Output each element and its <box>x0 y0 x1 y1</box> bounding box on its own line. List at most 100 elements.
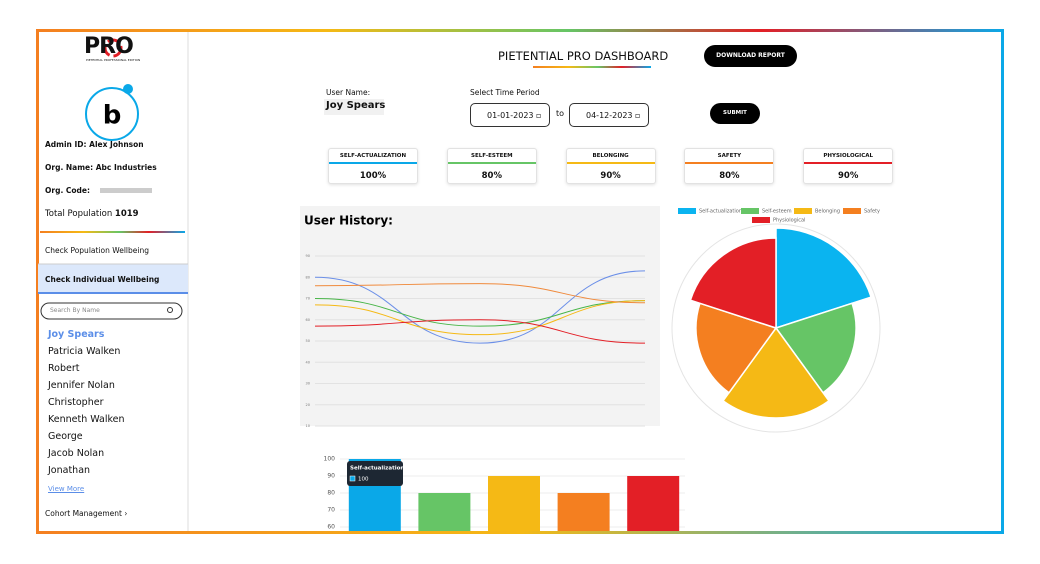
stat-card: BELONGING 90% <box>565 148 656 184</box>
date-from[interactable]: 01-01-2023 ▫ <box>470 103 550 127</box>
user-name-label: User Name: <box>326 88 371 97</box>
legend-label: Physiological <box>773 218 805 224</box>
y-tick-label: 70 <box>306 297 310 301</box>
logo-icon <box>103 38 123 58</box>
period-label: Select Time Period <box>470 88 540 97</box>
edit-icon[interactable] <box>123 84 133 94</box>
frame-right <box>1001 29 1004 534</box>
user-item[interactable]: Kenneth Walken <box>48 414 125 425</box>
stat-card: SAFETY 80% <box>684 148 775 184</box>
bar <box>627 476 680 533</box>
legend-label: Self-actualization <box>699 209 742 215</box>
card-value: 100% <box>359 171 387 181</box>
user-item[interactable]: Christopher <box>48 397 104 408</box>
legend-swatch <box>794 208 812 214</box>
card-label: SAFETY <box>717 153 742 159</box>
polar-sector <box>775 227 873 330</box>
y-tick-label: 10 <box>306 424 310 428</box>
divider <box>40 231 185 233</box>
frame-left <box>36 29 39 534</box>
legend-swatch <box>741 208 759 214</box>
date-text: 01-01-2023 <box>487 111 534 120</box>
nav-active-bg <box>38 264 188 294</box>
blurred-code <box>100 188 152 193</box>
admin: Admin ID: Alex Johnson <box>45 140 144 149</box>
y-tick-label: 20 <box>306 403 310 407</box>
logo-sub: PIETENTIAL PROFESSIONAL EDITION <box>86 58 141 62</box>
y-tick-label: 50 <box>306 339 310 343</box>
view-more[interactable]: View More <box>48 485 85 493</box>
legend-swatch <box>843 208 861 214</box>
y-tick-label: 80 <box>327 490 335 497</box>
download-button[interactable]: DOWNLOAD REPORT <box>704 45 797 67</box>
card-rule <box>447 162 536 164</box>
card-label: PHYSIOLOGICAL <box>823 153 874 159</box>
user-item[interactable]: George <box>48 431 83 442</box>
y-tick-label: 90 <box>327 473 335 480</box>
user-item[interactable]: Robert <box>48 363 80 374</box>
y-tick-label: 70 <box>327 507 335 514</box>
tooltip-swatch <box>349 475 356 482</box>
series-line <box>314 283 646 304</box>
card-label: SELF-ACTUALIZATION <box>339 153 407 159</box>
y-tick-label: 100 <box>324 456 336 463</box>
polar-sector <box>695 302 778 394</box>
legend-label: Belonging <box>815 209 840 215</box>
total-population: Total Population 1019 <box>45 209 139 219</box>
avatar <box>85 87 139 141</box>
bar <box>557 493 610 533</box>
polar-sector <box>689 237 777 330</box>
user-item[interactable]: Jennifer Nolan <box>48 380 115 391</box>
legend-label: Self-esteem <box>762 209 792 215</box>
stat-card: SELF-ACTUALIZATION 100% <box>328 148 418 184</box>
legend-swatch <box>678 208 696 214</box>
logo: PRO <box>84 34 134 59</box>
card-label: SELF-ESTEEM <box>471 153 513 159</box>
user-item[interactable]: Joy Spears <box>48 329 105 340</box>
series-line <box>314 270 646 344</box>
y-tick-label: 90 <box>306 254 310 258</box>
total-value: 1019 <box>114 209 139 219</box>
tooltip-value: 100 <box>358 477 369 483</box>
y-tick-label: 60 <box>306 318 310 322</box>
y-tick-label: 40 <box>306 360 310 364</box>
total-label: Total Population <box>45 209 113 219</box>
user-name: Joy Spears <box>326 100 386 111</box>
card-rule <box>329 162 417 164</box>
card-value: 90% <box>600 171 621 181</box>
bar <box>488 476 540 533</box>
frame-bottom <box>37 531 1003 534</box>
search-placeholder: Search By Name <box>50 307 100 314</box>
tooltip-box <box>347 461 403 486</box>
frame-top <box>37 29 1003 32</box>
page-title: PIETENTIAL PRO DASHBOARD <box>498 49 669 63</box>
date-text: 04-12-2023 <box>586 111 633 120</box>
polar-sector <box>722 326 830 419</box>
card-rule <box>685 162 774 164</box>
y-tick-label: 30 <box>306 382 310 386</box>
to-word: to <box>556 109 565 118</box>
bar <box>418 493 471 533</box>
date-to[interactable]: 04-12-2023 ▫ <box>569 103 649 127</box>
stat-card: SELF-ESTEEM 80% <box>446 148 537 184</box>
title-underline <box>533 66 651 68</box>
card-value: 90% <box>838 171 859 181</box>
stat-card: PHYSIOLOGICAL 90% <box>803 148 894 184</box>
series-line <box>314 298 646 327</box>
user-item[interactable]: Patricia Walken <box>48 346 121 357</box>
user-item[interactable]: Jacob Nolan <box>48 448 105 459</box>
legend-swatch <box>752 217 770 223</box>
org-name: Org. Name: Abc Industries <box>45 163 157 172</box>
nav-active-line <box>38 292 188 294</box>
user-item[interactable]: Jonathan <box>48 465 91 476</box>
nav-item[interactable]: Check Individual Wellbeing <box>45 275 160 284</box>
card-label: BELONGING <box>592 153 629 159</box>
chart-title: User History: <box>304 214 393 228</box>
submit-button[interactable]: SUBMIT <box>710 103 760 124</box>
nav-item[interactable]: Check Population Wellbeing <box>45 246 149 255</box>
series-line <box>314 319 646 344</box>
cohort-link[interactable]: Cohort Management › <box>45 509 128 518</box>
series-line <box>314 300 646 336</box>
search-box[interactable] <box>40 302 183 320</box>
